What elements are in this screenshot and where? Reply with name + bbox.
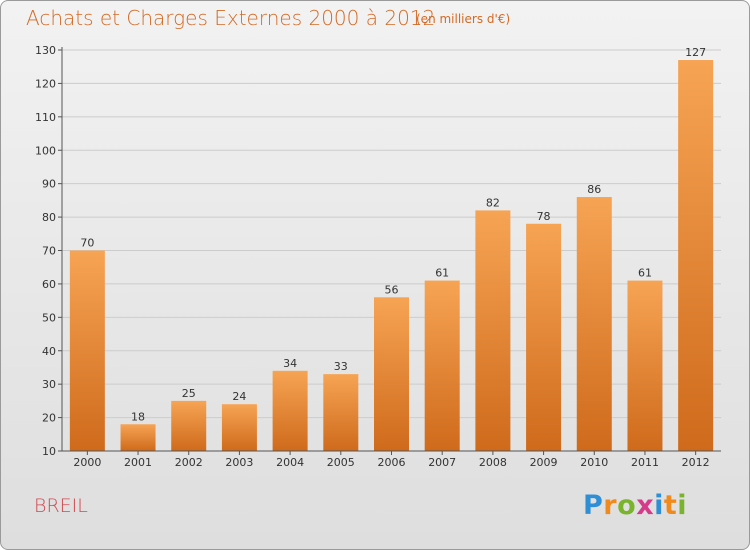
place-name: BREIL <box>34 495 88 517</box>
y-tick-label: 10 <box>42 445 56 458</box>
y-tick-label: 20 <box>42 412 56 425</box>
data-label: 56 <box>385 283 399 296</box>
y-tick-label: 70 <box>42 245 56 258</box>
bar <box>221 404 257 451</box>
chart-subtitle: (en milliers d'€) <box>416 12 511 26</box>
proxiti-logo[interactable]: Proxiti <box>583 490 687 521</box>
data-label: 61 <box>435 267 449 280</box>
logo-letter: P <box>583 490 604 521</box>
y-tick-label: 110 <box>35 111 56 124</box>
x-tick-label: 2006 <box>378 456 406 469</box>
logo-letter: x <box>636 490 655 521</box>
bar <box>272 370 308 451</box>
x-tick-label: 2003 <box>225 456 253 469</box>
bar <box>69 250 105 451</box>
bar <box>424 280 460 451</box>
x-tick-label: 2005 <box>327 456 355 469</box>
bar-layer <box>69 60 714 452</box>
data-label: 24 <box>232 390 246 403</box>
y-tick-label: 50 <box>42 311 56 324</box>
x-tick-label: 2012 <box>682 456 710 469</box>
data-label: 25 <box>182 387 196 400</box>
bar <box>627 280 663 451</box>
data-label: 78 <box>537 210 551 223</box>
y-tick-label: 30 <box>42 378 56 391</box>
bar <box>576 197 612 451</box>
x-tick-label: 2000 <box>73 456 101 469</box>
data-label: 127 <box>685 46 706 59</box>
y-tick-label: 90 <box>42 178 56 191</box>
y-tick-label: 130 <box>35 44 56 57</box>
bar <box>475 210 511 451</box>
x-tick-label: 2010 <box>580 456 608 469</box>
data-label: 61 <box>638 267 652 280</box>
x-tick-label: 2002 <box>175 456 203 469</box>
y-tick-label: 80 <box>42 211 56 224</box>
bar <box>171 400 207 451</box>
bar <box>374 297 409 451</box>
x-tick-label: 2009 <box>530 456 558 469</box>
bar <box>678 60 714 452</box>
logo-letter: i <box>654 490 664 521</box>
y-tick-label: 120 <box>35 77 56 90</box>
y-tick-label: 40 <box>42 345 56 358</box>
data-label: 34 <box>283 357 297 370</box>
logo-letter: o <box>617 490 637 521</box>
bar <box>323 374 359 451</box>
logo-letter: r <box>603 490 618 521</box>
axis-layer <box>58 47 721 455</box>
data-label: 18 <box>131 410 145 423</box>
chart-title: Achats et Charges Externes 2000 à 2012 <box>26 6 436 30</box>
label-layer: 10 20 30 40 50 60 70 80 90 100 110 120 130 70 2000 18 20… <box>35 44 710 469</box>
bar <box>120 424 156 451</box>
bar <box>526 223 562 451</box>
x-tick-label: 2001 <box>124 456 152 469</box>
data-label: 82 <box>486 196 500 209</box>
logo-letter: t <box>663 490 678 521</box>
logo-letter: i <box>677 490 688 521</box>
y-tick-label: 60 <box>42 278 56 291</box>
x-tick-label: 2004 <box>276 456 304 469</box>
x-tick-label: 2007 <box>428 456 456 469</box>
data-label: 33 <box>334 360 348 373</box>
data-label: 86 <box>587 183 601 196</box>
x-tick-label: 2008 <box>479 456 507 469</box>
y-tick-label: 100 <box>35 144 56 157</box>
data-label: 70 <box>80 237 94 250</box>
x-tick-label: 2011 <box>631 456 659 469</box>
